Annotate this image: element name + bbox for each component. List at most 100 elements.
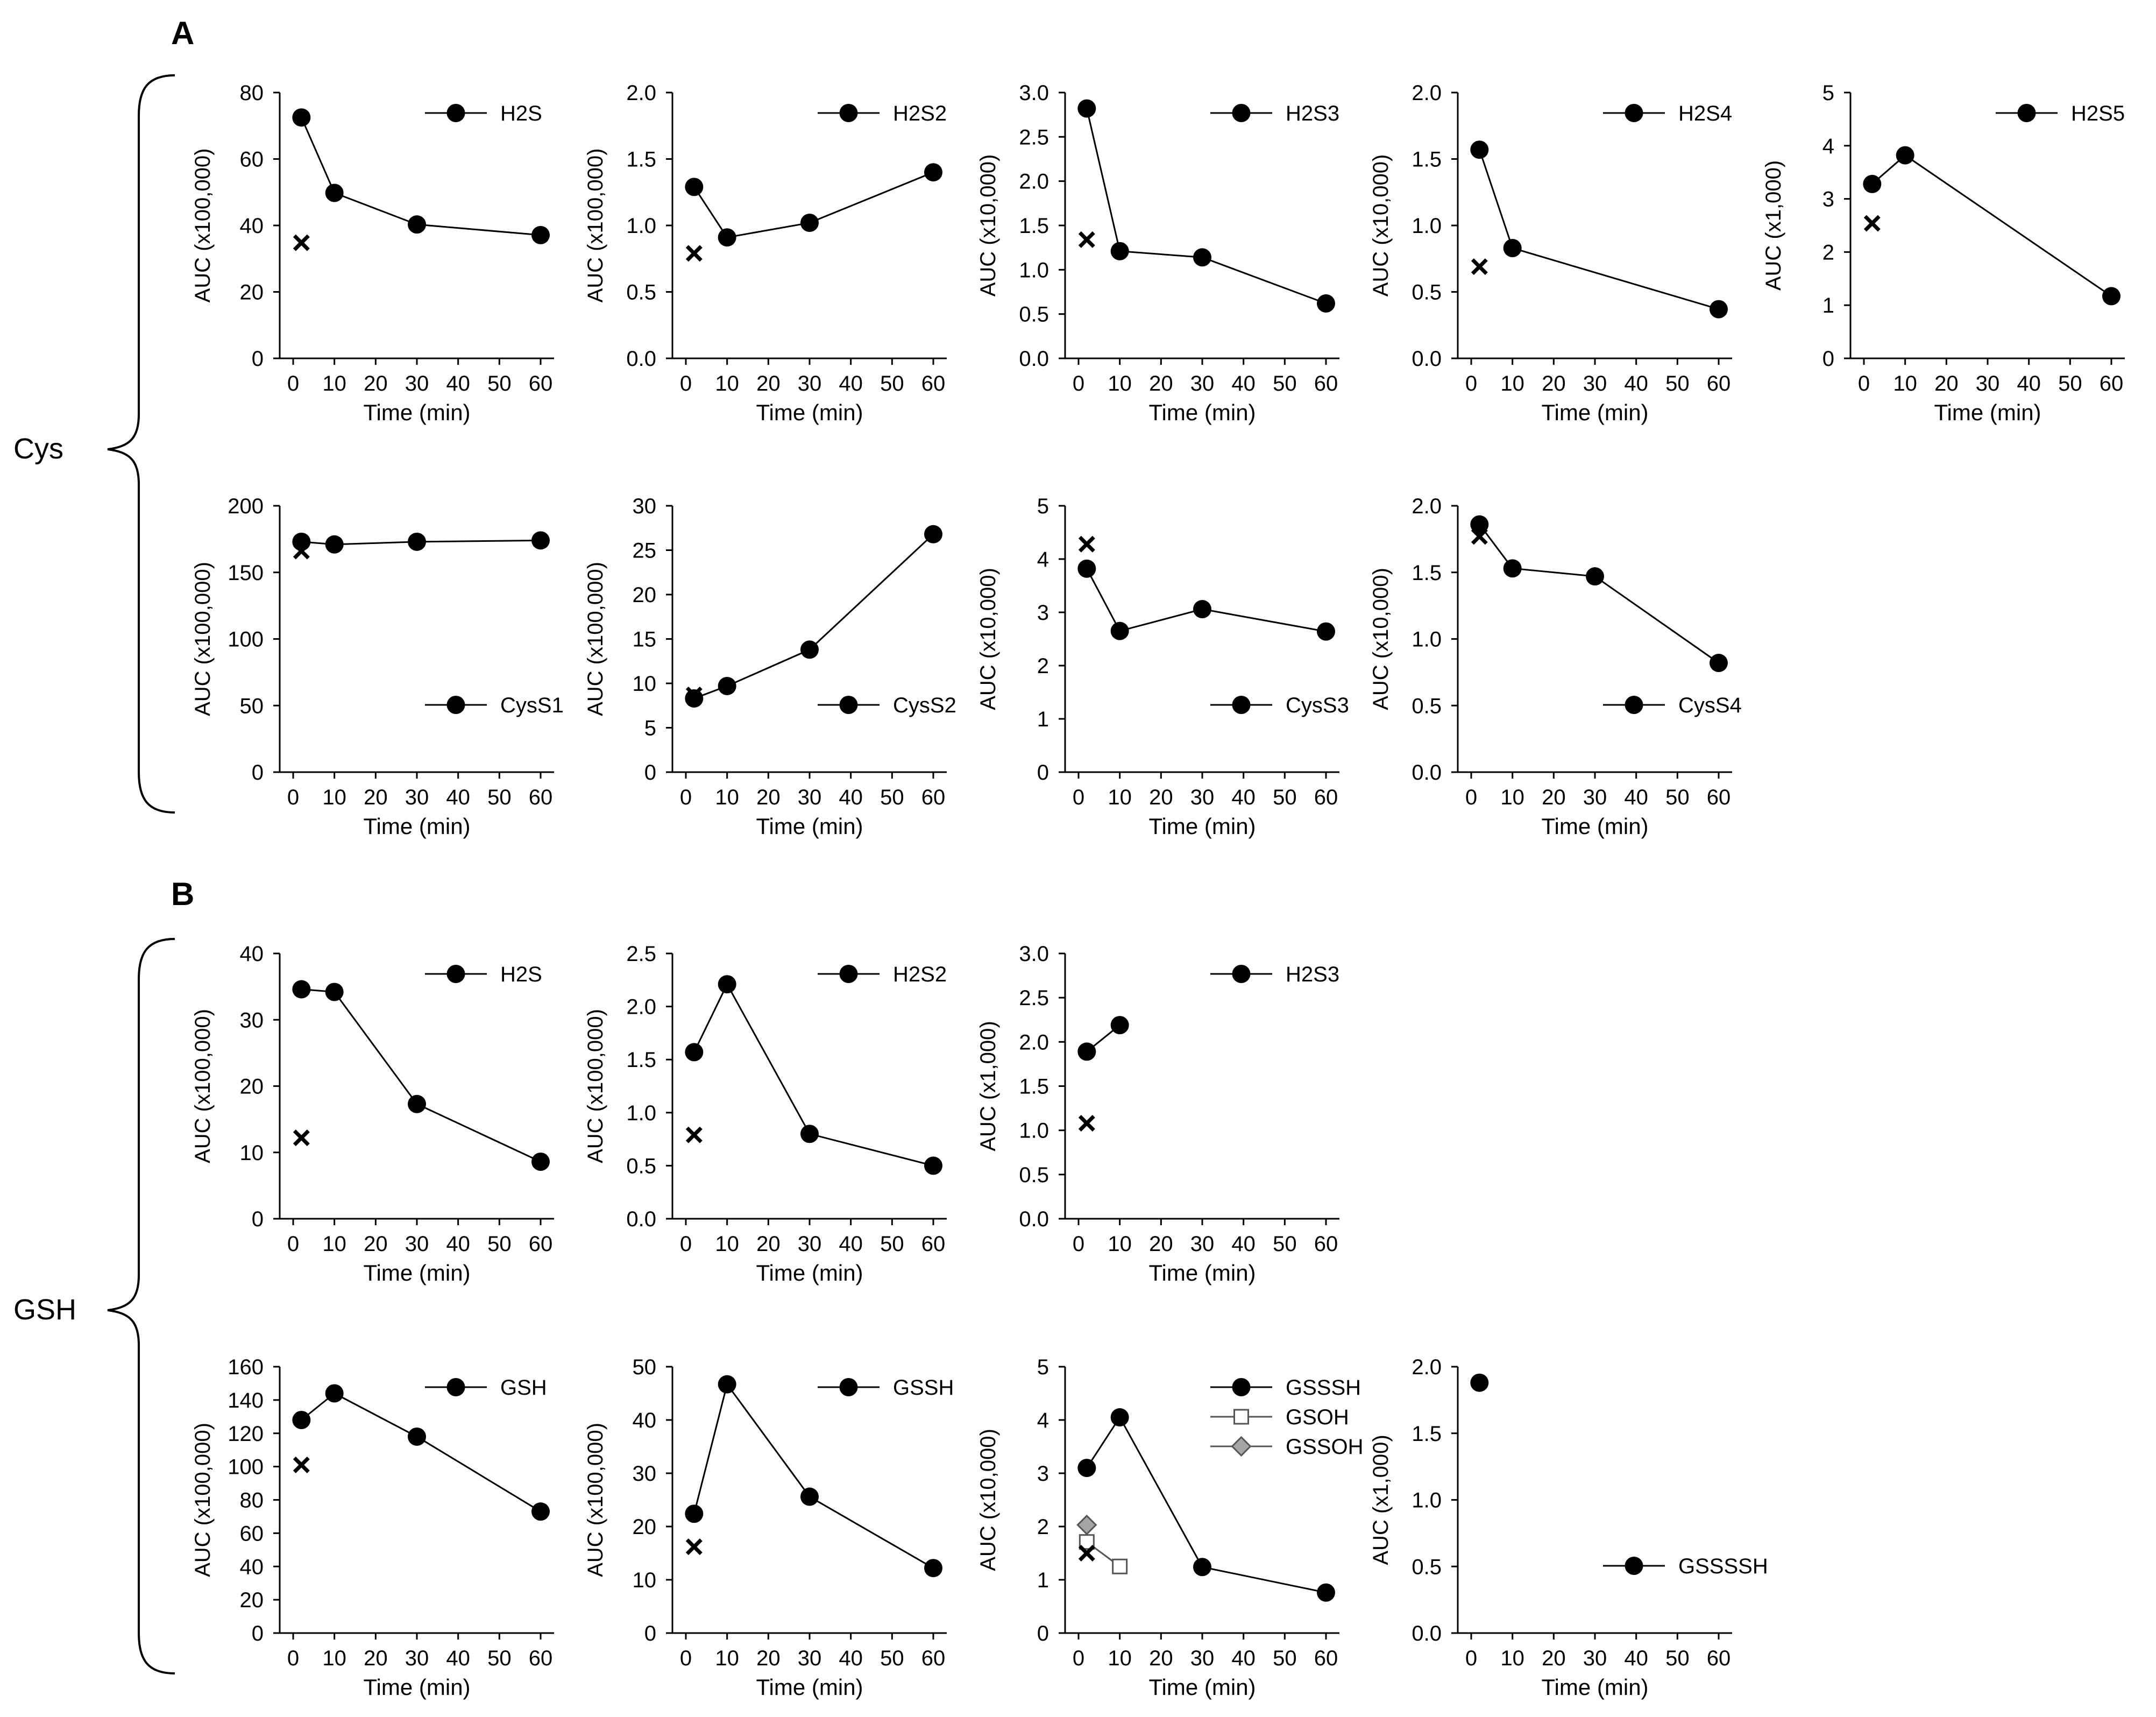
y-tick-label: 2.0 — [1019, 1030, 1049, 1054]
legend-label: CysS2 — [893, 694, 956, 717]
y-tick-label: 0.0 — [1412, 347, 1442, 371]
x-tick-label: 60 — [921, 786, 946, 809]
data-point-h2s — [292, 108, 311, 127]
data-point-h2s3 — [1077, 99, 1096, 118]
y-tick-label: 2 — [1037, 1515, 1049, 1539]
legend-marker — [2017, 104, 2036, 122]
x-tick-label: 20 — [1149, 372, 1173, 395]
x-tick-label: 60 — [2100, 372, 2124, 395]
y-tick-label: 60 — [240, 1522, 264, 1545]
legend-marker — [839, 965, 858, 983]
x-tick-label: 50 — [880, 1232, 904, 1256]
x-tick-label: 0 — [1465, 786, 1477, 809]
legend-label: CysS1 — [500, 694, 564, 717]
data-point-h2s3 — [1317, 294, 1335, 313]
data-point-h2s5 — [1896, 146, 1914, 165]
control-marker-stroke — [293, 1457, 310, 1474]
control-marker-stroke — [293, 1129, 310, 1147]
control-marker — [1078, 535, 1095, 553]
series-line-gsssh — [1086, 1416, 1327, 1594]
chart-b-h2s2: 0.0 0.5 1.0 1.5 2.0 2.5 0 10 20 30 40 50 60 Time (min… — [584, 942, 947, 1285]
legend-label: H2S5 — [2071, 102, 2125, 125]
x-axis-title: Time (min) — [756, 400, 863, 425]
y-tick-label: 20 — [240, 1588, 264, 1612]
x-axis-title: Time (min) — [756, 814, 863, 839]
y-tick-label: 3 — [1037, 1462, 1049, 1486]
series-line-gsh — [301, 1392, 541, 1513]
x-tick-label: 0 — [680, 1232, 692, 1256]
data-point-gssh — [924, 1559, 942, 1578]
x-tick-label: 50 — [1273, 372, 1297, 395]
x-tick-label: 20 — [756, 786, 781, 809]
y-tick-label: 2.0 — [626, 995, 656, 1019]
control-marker — [293, 234, 310, 251]
x-axis-title: Time (min) — [1934, 400, 2041, 425]
panel-label-a: A — [171, 15, 194, 51]
y-tick-label: 20 — [240, 281, 264, 305]
x-tick-label: 50 — [487, 786, 512, 809]
x-tick-label: 0 — [680, 1647, 692, 1670]
x-tick-label: 40 — [1624, 786, 1648, 809]
y-tick-label: 100 — [228, 1455, 264, 1479]
y-tick-label: 0.0 — [1412, 1622, 1442, 1645]
x-tick-label: 0 — [287, 1647, 299, 1670]
x-tick-label: 30 — [798, 1647, 822, 1670]
y-tick-label: 0.5 — [1019, 1163, 1049, 1187]
series-line-h2s — [300, 117, 541, 236]
x-tick-label: 40 — [839, 1647, 863, 1670]
series-line-cyss3 — [1086, 568, 1327, 633]
x-axis-title: Time (min) — [1148, 1260, 1256, 1285]
data-point-cyss3 — [1193, 600, 1211, 619]
y-tick-label: 4 — [1037, 548, 1049, 571]
y-tick-label: 140 — [228, 1389, 264, 1412]
x-tick-label: 10 — [1108, 1232, 1132, 1256]
data-point-h2s4 — [1710, 300, 1728, 319]
x-axis-title: Time (min) — [363, 1260, 470, 1285]
data-point-gsssh — [1110, 1408, 1129, 1427]
x-tick-label: 60 — [1707, 1647, 1731, 1670]
control-marker — [293, 542, 310, 560]
y-tick-label: 2.0 — [1412, 494, 1442, 518]
data-point-gsh — [531, 1502, 550, 1521]
legend-label: CysS3 — [1286, 694, 1349, 717]
x-tick-label: 50 — [1273, 1232, 1297, 1256]
legend-label: GSH — [500, 1376, 547, 1400]
legend-label: CysS4 — [1678, 694, 1742, 717]
x-tick-label: 0 — [287, 786, 299, 809]
control-marker-stroke — [1078, 1115, 1095, 1132]
y-tick-label: 1 — [1037, 1568, 1049, 1592]
x-tick-label: 30 — [798, 786, 822, 809]
data-point-cyss3 — [1317, 622, 1335, 641]
y-tick-label: 0 — [1822, 347, 1834, 371]
data-point-gssoh — [1076, 1514, 1097, 1536]
data-point-h2s3 — [1110, 242, 1129, 260]
data-point-cyss2 — [685, 689, 704, 708]
series-line-h2s3 — [1086, 108, 1327, 305]
y-tick-label: 1.0 — [1019, 258, 1049, 282]
y-tick-label: 0 — [252, 347, 264, 371]
y-tick-label: 1 — [1822, 294, 1834, 317]
y-tick-label: 4 — [1822, 135, 1834, 158]
y-tick-label: 10 — [240, 1141, 264, 1165]
control-marker — [1471, 528, 1488, 545]
x-tick-label: 40 — [2017, 372, 2041, 395]
y-tick-label: 100 — [228, 628, 264, 652]
data-point-h2s2 — [924, 163, 942, 182]
y-tick-label: 1.5 — [1412, 148, 1442, 172]
x-tick-label: 40 — [446, 1647, 470, 1670]
x-tick-label: 20 — [364, 1647, 388, 1670]
y-tick-label: 1.5 — [626, 148, 656, 172]
y-tick-label: 40 — [240, 1555, 264, 1579]
y-tick-label: 0.5 — [1412, 1555, 1442, 1579]
x-tick-label: 30 — [405, 1647, 429, 1670]
y-tick-label: 150 — [228, 561, 264, 585]
control-marker-stroke — [685, 245, 703, 262]
y-tick-label: 1.5 — [1019, 214, 1049, 238]
x-axis-title: Time (min) — [363, 814, 470, 839]
x-tick-label: 10 — [715, 372, 739, 395]
legend-marker — [446, 1378, 465, 1396]
x-tick-label: 10 — [322, 1232, 346, 1256]
y-tick-label: 5 — [644, 717, 656, 740]
control-marker-stroke — [1078, 231, 1095, 248]
